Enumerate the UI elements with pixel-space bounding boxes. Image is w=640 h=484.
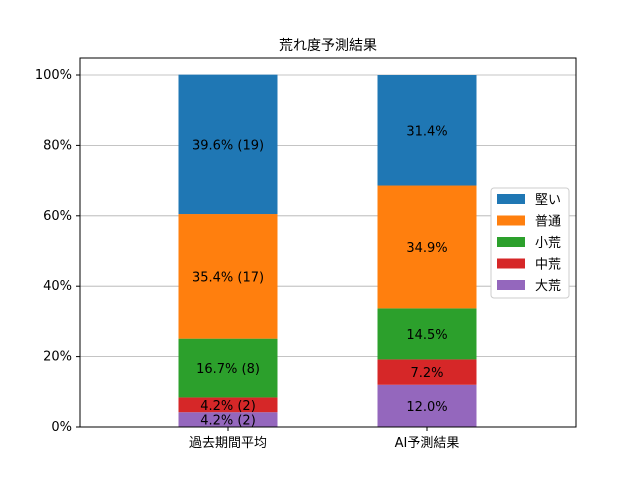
bar-segment: [178, 412, 278, 427]
data-label: 7.2%: [410, 366, 443, 381]
legend-swatch: [497, 215, 525, 226]
x-tick-label: AI予測結果: [395, 436, 460, 451]
legend-swatch: [497, 237, 525, 247]
data-label: 16.7% (8): [196, 362, 260, 377]
data-label: 14.5%: [406, 328, 447, 343]
data-label: 31.4%: [406, 124, 447, 139]
data-label: 39.6% (19): [192, 138, 264, 153]
bar-segment: [178, 397, 278, 413]
bar-segment: [178, 338, 278, 398]
y-tick-label: 0%: [51, 420, 72, 435]
legend-label: 普通: [535, 215, 561, 230]
legend-swatch: [497, 258, 525, 269]
x-tick-label: 過去期間平均: [189, 436, 267, 451]
bar-segment: [377, 185, 477, 309]
legend-swatch: [497, 194, 525, 204]
chart-title: 荒れ度予測結果: [279, 38, 377, 54]
data-label: 4.2% (2): [200, 414, 256, 429]
plot-frame: [79, 57, 577, 428]
legend-label: 中荒: [535, 258, 561, 273]
data-label: 12.0%: [406, 400, 447, 415]
y-tick-label: 40%: [43, 279, 72, 294]
data-label: 35.4% (17): [192, 270, 264, 285]
y-tick-label: 20%: [43, 350, 72, 365]
legend-label: 堅い: [535, 193, 561, 208]
legend-swatch: [497, 280, 525, 290]
y-tick-label: 100%: [35, 68, 72, 83]
bar-segment: [377, 308, 477, 360]
bar-segment: [377, 75, 477, 186]
legend-label: 小荒: [535, 236, 561, 251]
data-label: 4.2% (2): [200, 399, 256, 414]
bar-segment: [377, 359, 477, 385]
bar-segment: [377, 384, 477, 427]
y-tick-label: 60%: [43, 209, 72, 224]
y-tick-label: 80%: [43, 138, 72, 153]
legend-label: 大荒: [535, 279, 561, 294]
bar-segment: [178, 214, 278, 339]
data-label: 34.9%: [406, 241, 447, 256]
bar-segment: [178, 74, 278, 215]
